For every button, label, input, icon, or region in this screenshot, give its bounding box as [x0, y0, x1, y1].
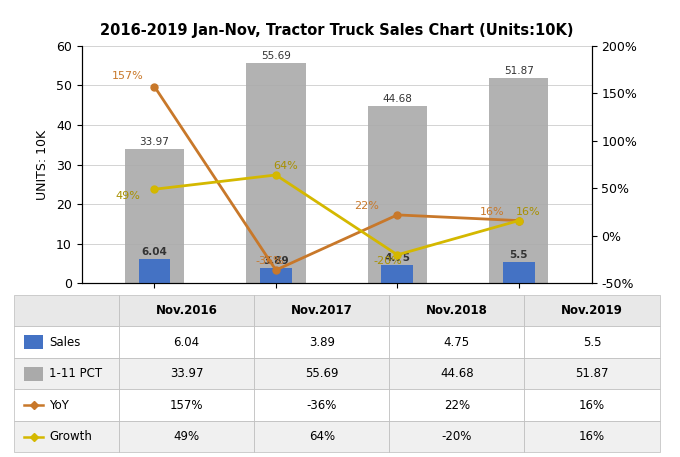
Bar	[390, 295, 524, 326]
Text: 49%: 49%	[173, 430, 200, 443]
Bar	[254, 389, 390, 421]
Text: 16%: 16%	[516, 207, 541, 217]
Text: 22%: 22%	[354, 201, 379, 211]
Bar	[24, 335, 43, 349]
Bar	[119, 358, 254, 389]
Bar	[390, 358, 524, 389]
Text: Nov.2019: Nov.2019	[561, 304, 623, 317]
Text: 33.97: 33.97	[139, 137, 169, 147]
Bar	[381, 265, 413, 283]
Bar	[524, 295, 660, 326]
Text: 1-11 PCT: 1-11 PCT	[50, 367, 103, 380]
Bar	[24, 367, 43, 381]
Y-axis label: UNITS: 10K: UNITS: 10K	[36, 129, 49, 200]
Bar	[254, 421, 390, 452]
Bar	[524, 389, 660, 421]
Bar	[14, 326, 119, 358]
Text: 33.97: 33.97	[170, 367, 203, 380]
Text: 3.89: 3.89	[309, 335, 335, 349]
Bar	[119, 421, 254, 452]
Bar	[260, 268, 292, 283]
Text: Nov.2017: Nov.2017	[291, 304, 353, 317]
Text: 5.5: 5.5	[583, 335, 601, 349]
Text: 51.87: 51.87	[575, 367, 609, 380]
Bar	[524, 358, 660, 389]
Text: Growth: Growth	[50, 430, 92, 443]
Bar	[119, 326, 254, 358]
Bar	[254, 358, 390, 389]
Text: -20%: -20%	[373, 256, 402, 266]
Bar	[390, 326, 524, 358]
Text: Nov.2018: Nov.2018	[426, 304, 488, 317]
Text: 22%: 22%	[444, 399, 470, 412]
Title: 2016-2019 Jan-Nov, Tractor Truck Sales Chart (Units:10K): 2016-2019 Jan-Nov, Tractor Truck Sales C…	[100, 22, 573, 37]
Bar	[119, 389, 254, 421]
Text: 157%: 157%	[170, 399, 203, 412]
Text: 44.68: 44.68	[440, 367, 474, 380]
Text: 4.75: 4.75	[384, 253, 410, 262]
Text: 6.04: 6.04	[141, 247, 167, 257]
Text: 157%: 157%	[112, 71, 143, 81]
Bar	[14, 358, 119, 389]
Bar	[390, 421, 524, 452]
Bar	[119, 295, 254, 326]
Bar	[139, 260, 171, 283]
Text: Sales: Sales	[50, 335, 81, 349]
Text: Nov.2016: Nov.2016	[156, 304, 218, 317]
Bar	[524, 421, 660, 452]
Text: -36%: -36%	[307, 399, 337, 412]
Text: -20%: -20%	[442, 430, 472, 443]
Text: 64%: 64%	[309, 430, 335, 443]
Text: 55.69: 55.69	[261, 51, 291, 61]
Bar	[524, 326, 660, 358]
Bar	[254, 295, 390, 326]
Bar	[368, 106, 427, 283]
Text: 16%: 16%	[479, 207, 505, 217]
Bar	[246, 63, 305, 283]
Text: -36%: -36%	[256, 256, 284, 266]
Text: 16%: 16%	[579, 430, 605, 443]
Bar	[124, 149, 184, 283]
Bar	[390, 389, 524, 421]
Bar	[14, 421, 119, 452]
Bar	[254, 326, 390, 358]
Text: 64%: 64%	[273, 161, 298, 171]
Bar	[14, 295, 119, 326]
Text: 49%: 49%	[116, 191, 140, 201]
Text: 55.69: 55.69	[305, 367, 339, 380]
Text: 4.75: 4.75	[444, 335, 470, 349]
Text: YoY: YoY	[50, 399, 69, 412]
Text: 5.5: 5.5	[509, 250, 528, 260]
Text: 51.87: 51.87	[504, 66, 534, 76]
Text: 16%: 16%	[579, 399, 605, 412]
Bar	[14, 389, 119, 421]
Bar	[503, 261, 534, 283]
Text: 44.68: 44.68	[382, 95, 412, 104]
Text: 3.89: 3.89	[263, 256, 289, 266]
Text: 6.04: 6.04	[173, 335, 200, 349]
Bar	[489, 78, 549, 283]
